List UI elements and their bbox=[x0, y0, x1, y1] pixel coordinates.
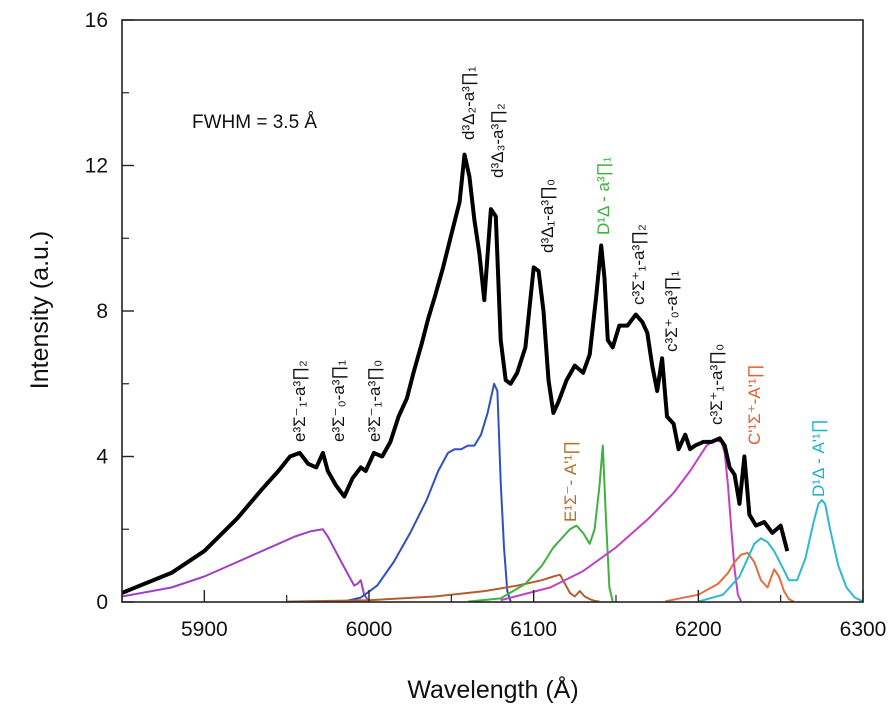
annotation-e1-0: e³Σ⁻₁-a³∏₀ bbox=[365, 360, 384, 442]
fwhm-annotation: FWHM = 3.5 Å bbox=[192, 112, 317, 133]
series-line-7 bbox=[698, 499, 864, 603]
annotation-d1-0: d³Δ₁-a³∏₀ bbox=[538, 179, 557, 253]
y-tick-label: 12 bbox=[85, 155, 108, 178]
annotation-D-a1: D¹Δ - a³∏₁ bbox=[594, 156, 613, 235]
y-tick-label: 4 bbox=[96, 446, 108, 469]
annotation-e0-1: e³Σ⁻₀-a³∏₁ bbox=[329, 360, 348, 442]
x-axis-label: Wavelength (Å) bbox=[407, 674, 578, 704]
series-line-2 bbox=[344, 382, 512, 603]
annotation-c1-0: c³Σ⁺₁-a³∏₀ bbox=[707, 344, 726, 425]
annotation-E-A: E¹Σ⁻- A'¹∏ bbox=[561, 441, 580, 522]
series-line-3 bbox=[286, 573, 600, 603]
series-line-4 bbox=[467, 444, 614, 603]
x-tick-label: 5900 bbox=[181, 618, 228, 641]
y-axis-label: Intensity (a.u.) bbox=[26, 231, 54, 389]
annotation-c1-2: c³Σ⁺₁-a³∏₂ bbox=[629, 224, 648, 305]
annotation-e1-2: e³Σ⁻₁-a³∏₂ bbox=[290, 360, 309, 442]
series-layer bbox=[121, 152, 864, 603]
annotation-D-A: D¹Δ - A'¹∏ bbox=[809, 419, 828, 497]
x-tick-label: 6100 bbox=[510, 618, 557, 641]
y-tick-label: 16 bbox=[85, 9, 108, 32]
y-tick-label: 0 bbox=[96, 591, 108, 614]
x-tick-label: 6300 bbox=[840, 618, 887, 641]
y-tick-label: 8 bbox=[96, 300, 108, 323]
x-tick-label: 6000 bbox=[346, 618, 393, 641]
annotation-c0-1: c³Σ⁺₀-a³∏₁ bbox=[662, 271, 681, 352]
series-line-1 bbox=[121, 528, 370, 602]
annotation-d3-2: d³Δ₃-a³∏₂ bbox=[488, 103, 507, 178]
series-line-6 bbox=[665, 551, 795, 603]
ticks-layer bbox=[121, 19, 864, 603]
series-line-5 bbox=[500, 439, 742, 602]
annotation-d2-1: d³Δ₂-a³∏₁ bbox=[459, 66, 478, 140]
x-tick-label: 6200 bbox=[675, 618, 722, 641]
labels-layer: 5900 6000 6100 6200 6300 0 4 8 12 16 bbox=[85, 9, 887, 641]
annotation-C-A: C'¹Σ⁺-A'¹∏ bbox=[745, 364, 764, 445]
series-line-0 bbox=[121, 152, 790, 595]
